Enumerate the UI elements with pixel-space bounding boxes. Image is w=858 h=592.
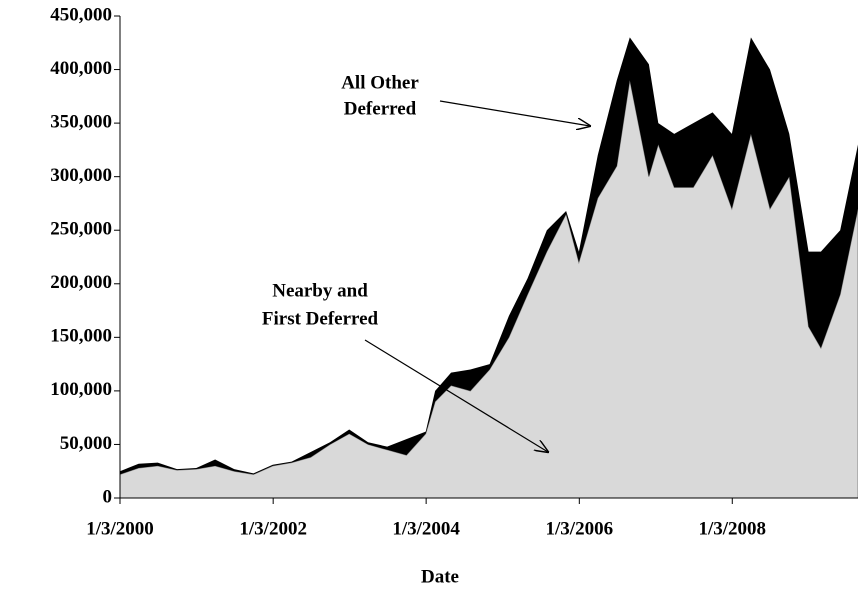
annotation: Nearby and [272,280,368,301]
y-tick-label: 0 [103,486,113,507]
y-tick-label: 450,000 [50,4,112,25]
x-tick-label: 1/3/2008 [698,518,766,539]
x-axis-label: Date [421,566,459,587]
annotation: Deferred [344,98,417,119]
arrow [364,339,548,452]
x-tick-label: 1/3/2002 [239,518,307,539]
y-tick-label: 350,000 [50,111,112,132]
x-tick-label: 1/3/2006 [546,518,614,539]
y-tick-label: 250,000 [50,219,112,240]
y-tick-label: 300,000 [50,165,112,186]
x-tick-label: 1/3/2004 [392,518,460,539]
annotation: First Deferred [262,308,379,329]
area [120,37,858,475]
y-tick-label: 50,000 [60,433,112,454]
annotation: All Other [341,72,419,93]
y-tick-label: 400,000 [50,58,112,79]
y-tick-label: 150,000 [50,326,112,347]
arrow [439,100,590,126]
y-tick-label: 200,000 [50,272,112,293]
y-tick-label: 100,000 [50,379,112,400]
x-tick-label: 1/3/2000 [86,518,154,539]
